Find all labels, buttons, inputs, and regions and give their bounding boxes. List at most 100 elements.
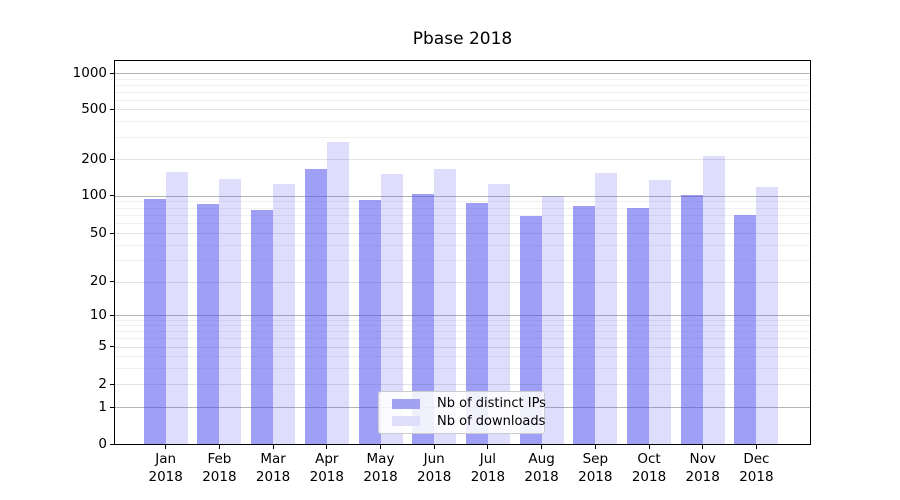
y-tick-mark <box>110 383 114 385</box>
bar-ips-sep <box>573 205 596 444</box>
x-tick-label-sep: Sep 2018 <box>563 450 627 486</box>
minor-gridline <box>115 99 810 101</box>
y-tick-mark <box>110 443 114 445</box>
x-tick-year: 2018 <box>148 469 183 485</box>
bar-downloads-mar <box>273 183 296 444</box>
x-tick-label-feb: Feb 2018 <box>187 450 251 486</box>
minor-gridline <box>115 331 810 333</box>
x-tick-label-jul: Jul 2018 <box>456 450 520 486</box>
mid-gridline <box>115 159 810 161</box>
mid-gridline <box>115 384 810 386</box>
minor-gridline <box>115 367 810 369</box>
y-tick-label-1: 1 <box>98 398 107 415</box>
x-tick-month: Jul <box>479 451 497 467</box>
major-gridline <box>115 315 810 317</box>
minor-gridline <box>115 355 810 357</box>
bar-ips-jan <box>143 199 166 444</box>
minor-gridline <box>115 78 810 80</box>
y-tick-mark <box>110 281 114 283</box>
y-tick-label-500: 500 <box>81 100 107 117</box>
bar-downloads-jan <box>165 172 188 444</box>
x-tick-year: 2018 <box>363 469 398 485</box>
y-tick-label-200: 200 <box>81 150 107 167</box>
x-tick-label-jun: Jun 2018 <box>402 450 466 486</box>
x-tick-month: Jan <box>155 451 177 467</box>
x-tick-label-mar: Mar 2018 <box>241 450 305 486</box>
y-tick-mark <box>110 158 114 160</box>
minor-gridline <box>115 84 810 86</box>
x-tick-month: Aug <box>528 451 555 467</box>
x-tick-month: Sep <box>582 451 609 467</box>
legend-swatch-downloads <box>392 416 420 427</box>
major-gridline <box>115 73 810 75</box>
minor-gridline <box>115 137 810 139</box>
x-tick-label-apr: Apr 2018 <box>295 450 359 486</box>
x-tick-label-may: May 2018 <box>349 450 413 486</box>
y-tick-label-1000: 1000 <box>72 64 107 81</box>
y-tick-mark <box>110 195 114 197</box>
x-tick-mark <box>487 445 489 449</box>
minor-gridline <box>115 91 810 93</box>
bar-downloads-oct <box>649 180 671 444</box>
y-tick-mark <box>110 406 114 408</box>
bar-ips-nov <box>680 195 703 444</box>
x-tick-month: Nov <box>689 451 716 467</box>
x-tick-month: Feb <box>207 451 232 467</box>
legend: Nb of distinct IPs Nb of downloads <box>378 391 546 434</box>
bar-downloads-nov <box>702 156 725 444</box>
bar-downloads-feb <box>219 178 242 444</box>
bar-ips-may <box>358 199 381 444</box>
y-tick-mark <box>110 346 114 348</box>
bar-ips-jun <box>412 193 435 444</box>
bar-ips-apr <box>304 168 327 444</box>
bar-ips-aug <box>519 215 542 444</box>
legend-label-downloads: Nb of downloads <box>437 413 546 429</box>
x-tick-year: 2018 <box>470 469 506 485</box>
mid-gridline <box>115 281 810 283</box>
bar-downloads-dec <box>756 187 779 444</box>
x-tick-year: 2018 <box>524 469 559 485</box>
bar-ips-jul <box>465 202 488 444</box>
legend-label-distinct-ips: Nb of distinct IPs <box>437 396 546 412</box>
x-tick-month: Dec <box>743 451 770 467</box>
minor-gridline <box>115 223 810 225</box>
x-tick-year: 2018 <box>631 469 667 485</box>
x-tick-mark <box>648 445 650 449</box>
x-tick-year: 2018 <box>685 469 720 485</box>
x-tick-year: 2018 <box>417 469 452 485</box>
x-tick-month: Apr <box>315 451 339 467</box>
minor-gridline <box>115 121 810 123</box>
bar-downloads-jul <box>487 183 510 444</box>
x-tick-mark <box>702 445 704 449</box>
plot-area <box>114 60 811 445</box>
y-tick-label-2: 2 <box>98 375 107 392</box>
mid-gridline <box>115 109 810 111</box>
bar-ips-oct <box>627 207 649 444</box>
legend-row-ips: Nb of distinct IPs <box>387 396 546 411</box>
x-tick-month: May <box>366 451 395 467</box>
x-tick-mark <box>218 445 220 449</box>
x-tick-year: 2018 <box>739 469 774 485</box>
x-tick-mark <box>326 445 328 449</box>
x-tick-mark <box>272 445 274 449</box>
x-tick-mark <box>594 445 596 449</box>
x-tick-label-dec: Dec 2018 <box>724 450 788 486</box>
bar-ips-dec <box>734 214 757 444</box>
minor-gridline <box>115 260 810 262</box>
x-tick-mark <box>755 445 757 449</box>
mid-gridline <box>115 346 810 348</box>
minor-gridline <box>115 325 810 327</box>
y-tick-mark <box>110 232 114 234</box>
x-tick-year: 2018 <box>202 469 237 485</box>
x-tick-label-oct: Oct 2018 <box>617 450 681 486</box>
chart-title: Pbase 2018 <box>412 29 513 49</box>
x-tick-label-jan: Jan 2018 <box>134 450 198 486</box>
bar-downloads-jun <box>434 168 457 444</box>
mid-gridline <box>115 233 810 235</box>
y-tick-label-10: 10 <box>89 306 107 323</box>
bar-downloads-may <box>380 174 403 444</box>
bar-downloads-apr <box>326 142 349 444</box>
x-tick-mark <box>433 445 435 449</box>
x-tick-month: Mar <box>260 451 286 467</box>
minor-gridline <box>115 245 810 247</box>
